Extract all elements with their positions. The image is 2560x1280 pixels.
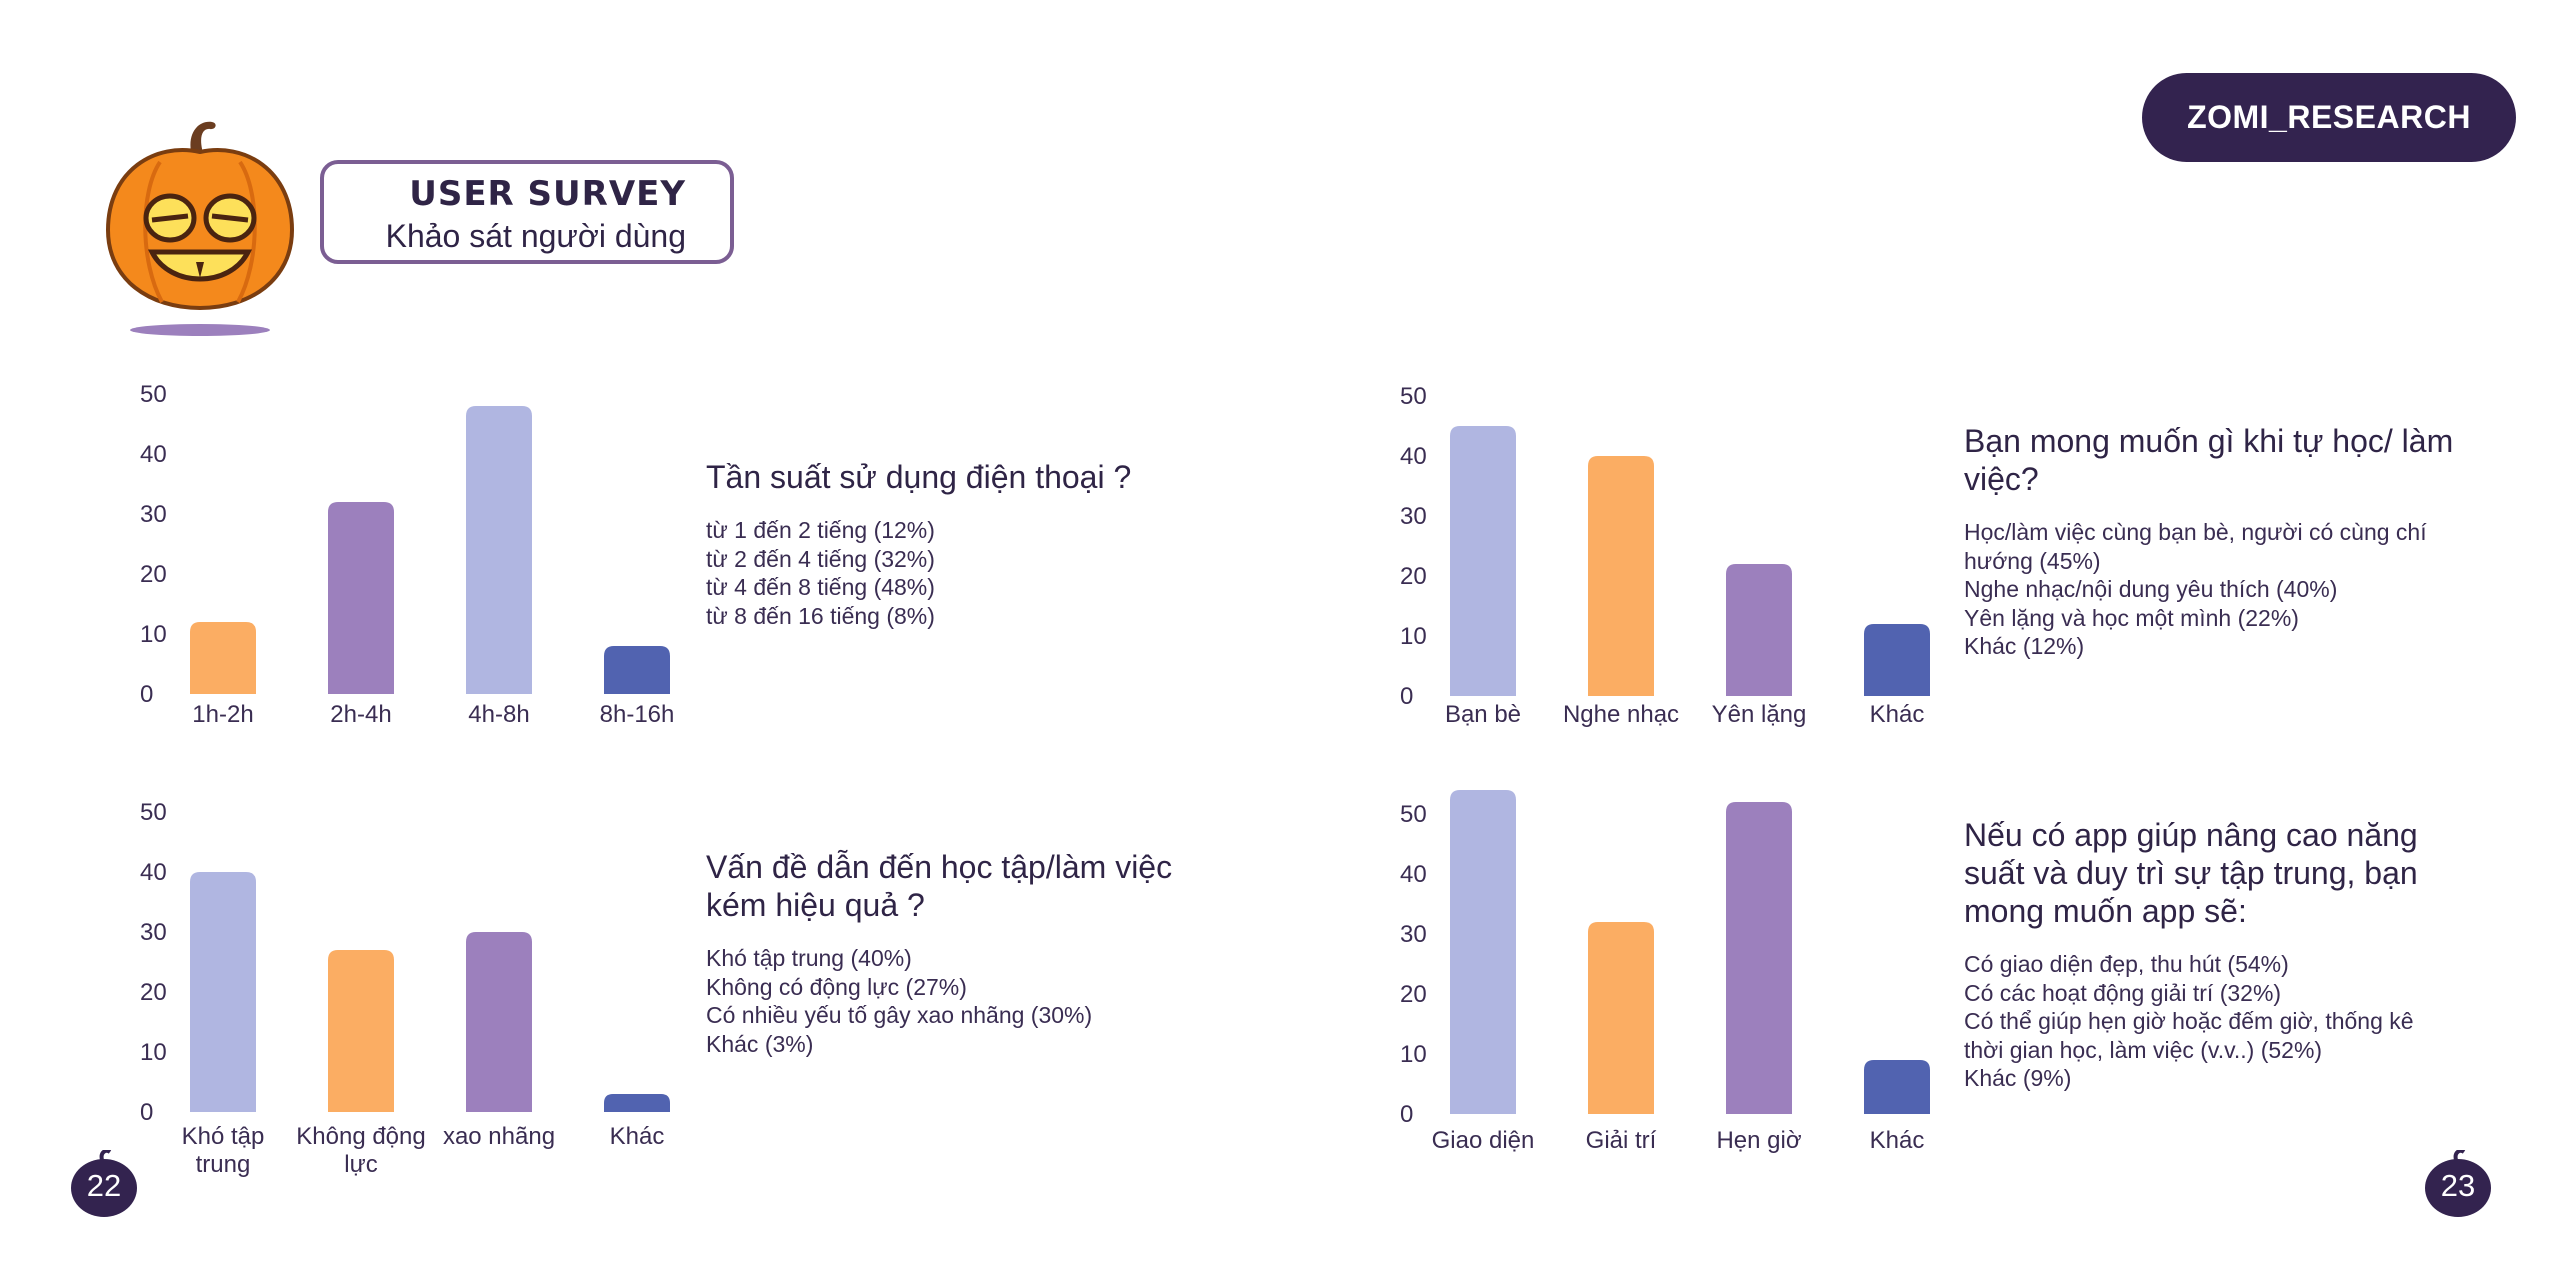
x-tick-label: Khó tập — [182, 1123, 265, 1150]
x-tick-label: Giải trí — [1586, 1127, 1657, 1154]
survey-title: USER SURVEY — [409, 174, 686, 214]
x-tick-label: Hẹn giờ — [1716, 1127, 1801, 1154]
legend-item: Yên lặng và học một mình (22%) — [1964, 604, 2299, 631]
x-tick-label: Bạn bè — [1445, 701, 1521, 728]
y-tick-label: 0 — [1400, 1101, 1413, 1128]
x-tick-label: 8h-16h — [600, 701, 675, 728]
legend-item: Có nhiều yếu tố gây xao nhãng (30%) — [706, 1002, 1093, 1028]
bar — [1588, 922, 1654, 1114]
bar — [1450, 426, 1516, 696]
pumpkin-icon — [100, 112, 300, 342]
brand-badge: ZOMI_RESEARCH — [2142, 73, 2516, 162]
panel-phone-usage: Tần suất sử dụng điện thoại ? từ 1 đến 2… — [706, 458, 1226, 630]
legend-item: Có giao diện đẹp, thu hút (54%) — [1964, 951, 2289, 977]
bar — [1450, 790, 1516, 1114]
y-tick-label: 50 — [1400, 801, 1427, 828]
y-tick-label: 30 — [1400, 921, 1427, 948]
y-tick-label: 30 — [1400, 503, 1427, 530]
y-tick-label: 10 — [140, 621, 167, 648]
x-tick-label: Yên lặng — [1712, 701, 1807, 728]
y-tick-label: 10 — [1400, 623, 1427, 650]
bar — [1864, 624, 1930, 696]
y-tick-label: 20 — [140, 561, 167, 588]
x-tick-label: Khác — [1870, 701, 1925, 728]
y-tick-label: 0 — [1400, 683, 1413, 710]
brand-label: ZOMI_RESEARCH — [2187, 99, 2471, 135]
legend-item: từ 1 đến 2 tiếng (12%) — [706, 517, 935, 543]
y-tick-label: 30 — [140, 919, 167, 946]
panel-inefficiency-causes: Vấn đề dẫn đến học tập/làm việc kém hiệu… — [706, 848, 1176, 1058]
bar — [604, 646, 670, 694]
legend-item: từ 2 đến 4 tiếng (32%) — [706, 545, 935, 572]
y-tick-label: 50 — [1400, 383, 1427, 410]
y-tick-label: 20 — [140, 979, 167, 1006]
panel-study-wishes: Bạn mong muốn gì khi tự học/ làm việc? H… — [1964, 422, 2454, 661]
panel-app-expectations: Nếu có app giúp nâng cao năng suất và du… — [1964, 816, 2454, 1093]
y-tick-label: 40 — [140, 859, 167, 886]
bar — [328, 950, 394, 1112]
x-tick-label: 1h-2h — [192, 701, 253, 728]
question-title: Nếu có app giúp nâng cao năng suất và du… — [1964, 817, 2418, 929]
x-tick-label: trung — [196, 1151, 251, 1178]
x-tick-label: Khác — [610, 1123, 665, 1150]
legend-item: Khác (12%) — [1964, 633, 2085, 659]
question-title: Vấn đề dẫn đến học tập/làm việc kém hiệu… — [706, 849, 1173, 923]
bar — [466, 932, 532, 1112]
x-tick-label: xao nhãng — [443, 1123, 555, 1150]
x-tick-label: Khác — [1870, 1127, 1925, 1154]
legend-item: Khác (3%) — [706, 1030, 814, 1057]
y-tick-label: 0 — [140, 1099, 153, 1126]
legend-item: Nghe nhạc/nội dung yêu thích (40%) — [1964, 576, 2338, 602]
legend-item: Học/làm việc cùng bạn bè, người có cùng … — [1964, 519, 2427, 574]
x-tick-label: 2h-4h — [330, 701, 391, 728]
bar — [190, 872, 256, 1112]
x-tick-label: Không động — [296, 1123, 425, 1150]
y-tick-label: 50 — [140, 799, 167, 826]
page-number-label: 22 — [86, 1168, 122, 1203]
bar — [1726, 564, 1792, 696]
y-tick-label: 10 — [1400, 1041, 1427, 1068]
y-tick-label: 50 — [140, 381, 167, 408]
question-title: Tần suất sử dụng điện thoại ? — [706, 459, 1132, 495]
bar — [466, 406, 532, 694]
y-tick-label: 10 — [140, 1039, 167, 1066]
x-tick-label: Nghe nhạc — [1563, 701, 1679, 728]
legend-item: Khó tập trung (40%) — [706, 945, 912, 971]
bar — [1726, 802, 1792, 1114]
legend-item: Khác (9%) — [1964, 1065, 2072, 1091]
legend-item: Có thể giúp hẹn giờ hoặc đếm giờ, thống … — [1964, 1008, 2414, 1063]
y-tick-label: 40 — [1400, 861, 1427, 888]
page-number-right: 23 — [2424, 1150, 2492, 1218]
y-tick-label: 20 — [1400, 981, 1427, 1008]
question-title: Bạn mong muốn gì khi tự học/ làm việc? — [1964, 423, 2454, 497]
bar — [604, 1094, 670, 1112]
bar — [1864, 1060, 1930, 1114]
bar — [1588, 456, 1654, 696]
legend-item: Không có động lực (27%) — [706, 973, 967, 1000]
survey-header-card: USER SURVEY Khảo sát người dùng — [320, 160, 734, 264]
bar — [190, 622, 256, 694]
x-tick-label: Giao diện — [1432, 1127, 1535, 1154]
legend-item: từ 4 đến 8 tiếng (48%) — [706, 574, 935, 600]
y-tick-label: 20 — [1400, 563, 1427, 590]
y-tick-label: 30 — [140, 501, 167, 528]
page-number-left: 22 — [70, 1150, 138, 1218]
y-tick-label: 0 — [140, 681, 153, 708]
page-number-label: 23 — [2440, 1168, 2476, 1203]
survey-subtitle: Khảo sát người dùng — [385, 218, 686, 254]
x-tick-label: lực — [344, 1151, 377, 1178]
x-tick-label: 4h-8h — [468, 701, 529, 728]
legend-item: Có các hoạt động giải trí (32%) — [1964, 979, 2282, 1006]
y-tick-label: 40 — [140, 441, 167, 468]
bar — [328, 502, 394, 694]
y-tick-label: 40 — [1400, 443, 1427, 470]
legend-item: từ 8 đến 16 tiếng (8%) — [706, 602, 935, 629]
